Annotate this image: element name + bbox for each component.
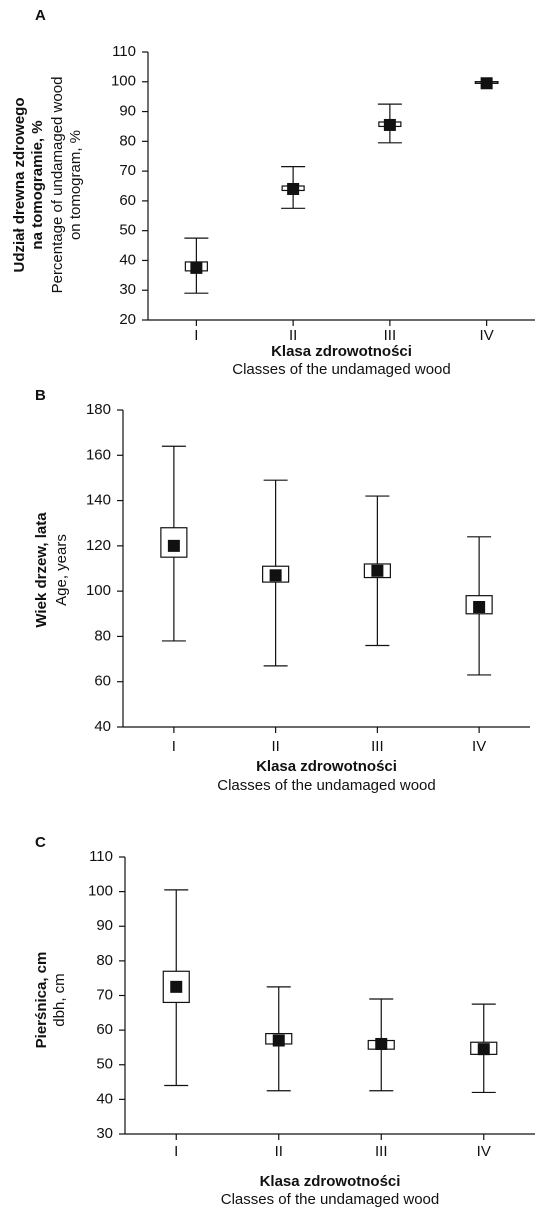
y-tick-label: 80 [94,627,111,644]
mean-marker [170,980,183,993]
mean-marker [473,600,486,613]
y-tick-label: 160 [86,446,111,463]
y-tick-label: 180 [86,401,111,418]
mean-marker [383,118,396,131]
y-tick-label: 30 [119,281,136,298]
panel-label: B [35,387,46,404]
x-tick-label: IV [477,1143,491,1160]
mean-marker [371,564,384,577]
y-tick-label: 80 [119,132,136,149]
y-tick-label: 50 [96,1056,113,1073]
y-tick-label: 70 [96,986,113,1003]
y-axis-label: Udział drewna zdrowego [11,97,28,272]
mean-marker [480,77,493,90]
x-axis-label: Klasa zdrowotności [271,343,412,360]
y-tick-label: 100 [111,73,136,90]
y-tick-label: 40 [94,718,111,735]
mean-marker [269,569,282,582]
y-tick-label: 50 [119,222,136,239]
y-axis-label: Age, years [53,534,70,606]
x-tick-label: I [172,738,176,755]
mean-marker [375,1037,388,1050]
x-tick-label: I [174,1143,178,1160]
y-axis-label: Wiek drzew, lata [33,512,50,628]
x-tick-label: II [289,327,297,344]
mean-marker [190,261,203,274]
mean-marker [287,182,300,195]
y-axis-label: on tomogram, % [67,130,84,240]
y-axis-label: Pierśnica, cm [33,952,50,1049]
x-tick-label: II [271,738,279,755]
y-tick-label: 40 [119,251,136,268]
y-tick-label: 110 [112,43,136,60]
y-tick-label: 140 [86,492,111,509]
y-tick-label: 40 [96,1090,113,1107]
y-tick-label: 30 [96,1125,113,1142]
mean-marker [272,1034,285,1047]
x-tick-label: II [275,1143,283,1160]
y-tick-label: 110 [89,848,113,865]
mean-marker [167,539,180,552]
x-axis-label: Klasa zdrowotności [260,1173,401,1190]
y-tick-label: 60 [96,1021,113,1038]
x-tick-label: III [371,738,384,755]
panel-label: A [35,7,46,24]
y-tick-label: 80 [96,952,113,969]
x-axis-label: Classes of the undamaged wood [221,1191,439,1208]
y-tick-label: 20 [119,311,136,328]
x-tick-label: III [384,327,397,344]
y-tick-label: 100 [88,883,113,900]
x-axis-label: Classes of the undamaged wood [217,777,435,794]
y-tick-label: 90 [96,917,113,934]
y-tick-label: 90 [119,103,136,120]
panel-label: C [35,834,46,851]
y-axis-label: Percentage of undamaged wood [49,77,66,294]
y-tick-label: 100 [86,582,111,599]
x-axis-label: Classes of the undamaged wood [232,361,450,378]
x-tick-label: I [194,327,198,344]
y-axis-label: dbh, cm [51,973,68,1026]
y-tick-label: 120 [86,537,111,554]
mean-marker [477,1043,490,1056]
y-axis-label: na tomogramie, % [29,120,46,249]
x-tick-label: IV [480,327,494,344]
y-tick-label: 70 [119,162,136,179]
x-tick-label: IV [472,738,486,755]
x-tick-label: III [375,1143,388,1160]
y-tick-label: 60 [94,673,111,690]
y-tick-label: 60 [119,192,136,209]
x-axis-label: Klasa zdrowotności [256,758,397,775]
